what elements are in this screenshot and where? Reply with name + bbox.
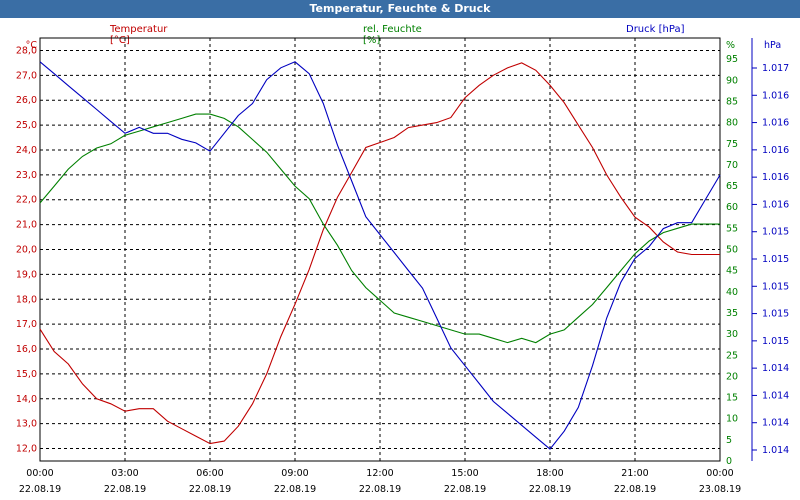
y-right-tick-label: 1.016 [762,145,789,156]
y-left-tick-label: 21,0 [16,220,37,231]
y-mid-unit-label: % [726,40,735,51]
x-tick-time-label: 18:00 [536,468,563,479]
y-mid-tick-label: 5 [726,435,732,446]
y-mid-tick-label: 90 [726,75,738,86]
y-mid-tick-label: 55 [726,223,738,234]
y-left-tick-label: 26,0 [16,95,37,106]
y-left-tick-label: 28,0 [16,45,37,56]
y-mid-tick-label: 50 [726,245,738,256]
y-right-tick-label: 1.016 [762,118,789,129]
y-right-tick-label: 1.014 [762,418,789,429]
x-tick-time-label: 00:00 [26,468,53,479]
y-right-tick-label: 1.016 [762,199,789,210]
x-tick-date-label: 22.08.19 [104,484,146,495]
series-pressure-line [39,61,721,450]
y-right-unit-label: hPa [764,40,781,51]
legend-pressure: Druck [hPa] [626,24,685,35]
x-tick-time-label: 06:00 [196,468,223,479]
x-tick-time-label: 09:00 [281,468,308,479]
y-left-tick-label: 23,0 [16,170,37,181]
y-left-tick-label: 16,0 [16,344,37,355]
y-right-tick-label: 1.015 [762,281,789,292]
y-mid-tick-label: 35 [726,308,738,319]
legend-humidity: rel. Feuchte [%] [363,24,422,46]
x-tick-time-label: 00:00 [706,468,733,479]
y-left-tick-label: 14,0 [16,394,37,405]
x-tick-date-label: 22.08.19 [189,484,231,495]
x-tick-time-label: 15:00 [451,468,478,479]
y-mid-tick-label: 45 [726,266,738,277]
y-mid-tick-label: 15 [726,393,738,404]
y-right-tick-label: 1.015 [762,336,789,347]
y-mid-tick-label: 20 [726,371,738,382]
chart-title: Temperatur, Feuchte & Druck [0,0,800,18]
y-right-tick-label: 1.014 [762,363,789,374]
y-left-tick-label: 12,0 [16,444,37,455]
y-right-tick-label: 1.016 [762,172,789,183]
y-left-unit-label: °C [26,40,38,51]
x-tick-date-label: 22.08.19 [529,484,571,495]
y-mid-tick-label: 60 [726,202,738,213]
y-left-tick-label: 20,0 [16,245,37,256]
y-left-tick-label: 25,0 [16,120,37,131]
y-mid-tick-label: 40 [726,287,738,298]
y-left-tick-label: 17,0 [16,319,37,330]
x-tick-date-label: 22.08.19 [614,484,656,495]
y-mid-tick-label: 10 [726,414,738,425]
x-tick-time-label: 12:00 [366,468,393,479]
y-right-tick-label: 1.014 [762,390,789,401]
x-tick-time-label: 21:00 [621,468,648,479]
x-tick-date-label: 22.08.19 [359,484,401,495]
y-right-tick-label: 1.015 [762,227,789,238]
x-tick-date-label: 22.08.19 [444,484,486,495]
y-left-tick-label: 18,0 [16,294,37,305]
legend-temperature: Temperatur [°C] [110,24,168,46]
y-mid-tick-label: 65 [726,181,738,192]
y-left-tick-label: 13,0 [16,419,37,430]
y-mid-tick-label: 80 [726,118,738,129]
y-mid-tick-label: 30 [726,329,738,340]
y-mid-tick-label: 0 [726,456,732,467]
y-mid-tick-label: 70 [726,160,738,171]
y-mid-tick-label: 85 [726,96,738,107]
y-right-tick-label: 1.014 [762,445,789,456]
y-right-tick-label: 1.016 [762,90,789,101]
series-humidity-line [39,113,720,344]
y-left-tick-label: 19,0 [16,269,37,280]
series-temperature-line [39,62,720,445]
y-mid-tick-label: 95 [726,54,738,65]
y-left-tick-label: 15,0 [16,369,37,380]
x-tick-date-label: 23.08.19 [699,484,741,495]
y-mid-tick-label: 25 [726,350,738,361]
y-right-tick-label: 1.017 [762,63,789,74]
x-tick-time-label: 03:00 [111,468,138,479]
y-right-tick-label: 1.015 [762,309,789,320]
y-left-tick-label: 24,0 [16,145,37,156]
y-mid-tick-label: 75 [726,139,738,150]
y-left-tick-label: 22,0 [16,195,37,206]
y-left-tick-label: 27,0 [16,70,37,81]
y-right-tick-label: 1.015 [762,254,789,265]
x-tick-date-label: 22.08.19 [274,484,316,495]
x-tick-date-label: 22.08.19 [19,484,61,495]
